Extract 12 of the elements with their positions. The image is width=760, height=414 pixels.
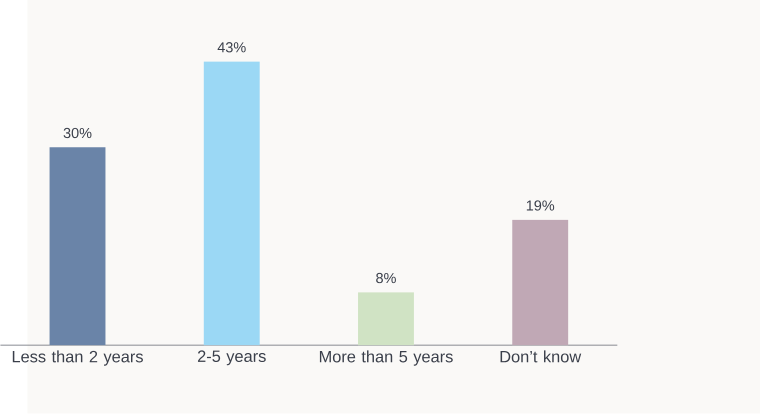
data-label: 30%	[64, 128, 92, 138]
x-tick-label: Less than 2 years	[12, 350, 143, 366]
bar	[512, 220, 568, 346]
data-label: 43%	[218, 42, 246, 53]
data-label: 19%	[526, 200, 554, 211]
data-label: 8%	[376, 273, 396, 284]
bar	[50, 148, 106, 346]
x-tick-label: Don’t know	[500, 350, 582, 363]
bar	[204, 62, 260, 346]
x-tick-label: More than 5 years	[320, 350, 453, 366]
x-tick-label: 2-5 years	[198, 350, 266, 366]
bar	[358, 292, 414, 346]
